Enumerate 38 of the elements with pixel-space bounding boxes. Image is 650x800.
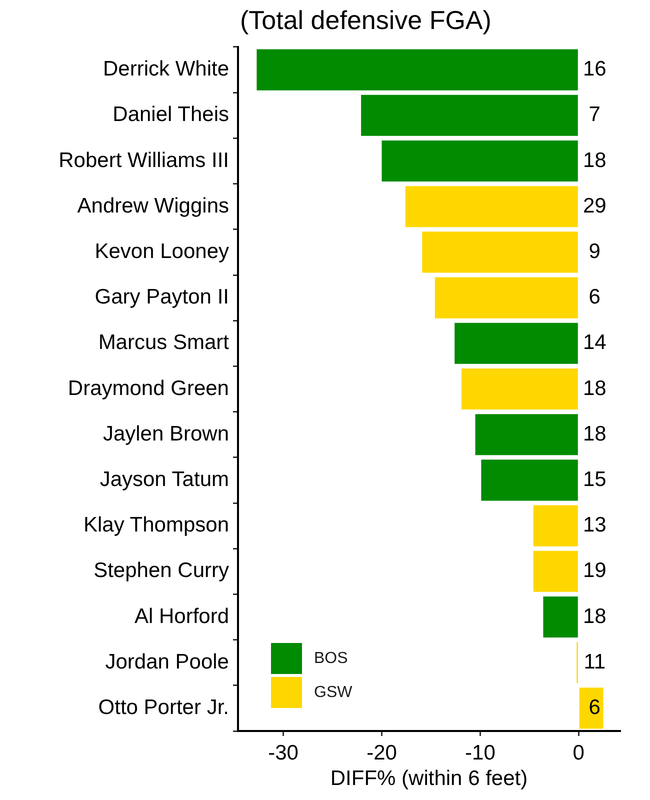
y-tick-label: Gary Payton II — [94, 286, 229, 309]
annotation: 7 — [588, 103, 600, 126]
x-tick-label: -20 — [366, 741, 397, 764]
y-tick-label: Jaylen Brown — [102, 422, 229, 446]
y-tick-label: Daniel Theis — [112, 103, 229, 126]
y-tick-label: Jordan Poole — [105, 650, 229, 674]
y-tick-label: Draymond Green — [68, 376, 229, 400]
annotation: 18 — [582, 604, 606, 628]
y-tick-label: Marcus Smart — [98, 331, 230, 354]
x-tick-label: 0 — [572, 741, 584, 764]
annotation: 13 — [582, 514, 606, 537]
x-tick-label: -30 — [268, 741, 298, 764]
chart-title: (Total defensive FGA) — [240, 5, 492, 36]
annotation: 15 — [582, 468, 606, 491]
annotation: 18 — [582, 376, 606, 400]
y-tick-label: Jayson Tatum — [100, 468, 229, 491]
annotation: 16 — [582, 58, 606, 81]
x-axis-title: DIFF% (within 6 feet) — [330, 767, 528, 790]
y-tick-label: Stephen Curry — [94, 559, 230, 582]
annotation: 18 — [582, 148, 606, 172]
y-tick-label: Al Horford — [134, 604, 229, 628]
y-tick-label: Kevon Looney — [94, 240, 230, 263]
annotation: 14 — [582, 331, 607, 354]
annotation: 9 — [588, 240, 600, 263]
y-tick-label: Robert Williams III — [58, 148, 229, 172]
annotation: 29 — [582, 194, 606, 218]
y-tick-label: Otto Porter Jr. — [98, 696, 229, 719]
y-tick-label: Derrick White — [102, 58, 229, 81]
y-tick-label: Klay Thompson — [83, 514, 229, 537]
legend-label: GSW — [314, 684, 354, 701]
x-tick-label: -10 — [465, 741, 496, 764]
annotation: 6 — [588, 696, 600, 719]
annotation: 19 — [582, 559, 606, 582]
annotation: 11 — [584, 650, 606, 674]
y-tick-label: Andrew Wiggins — [77, 194, 229, 218]
legend-label: BOS — [314, 650, 348, 667]
annotation: 18 — [582, 422, 606, 446]
annotation: 6 — [588, 286, 600, 309]
